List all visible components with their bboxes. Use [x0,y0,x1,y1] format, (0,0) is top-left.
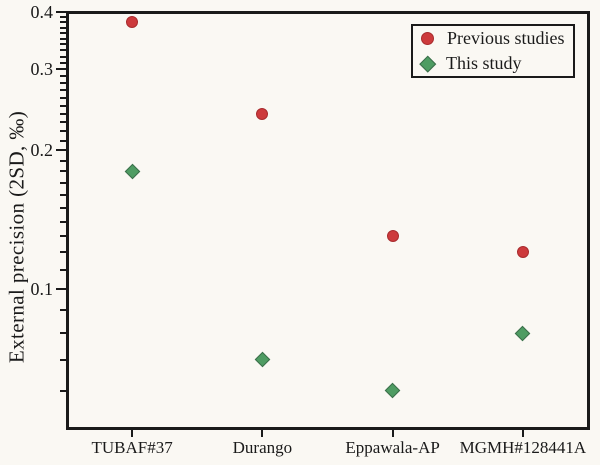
plot-frame [65,10,590,430]
legend-item-previous-studies: Previous studies [421,28,573,50]
y-minor-tick [59,89,66,92]
marker-circle-tubaf-37 [126,16,139,29]
y-minor-tick [59,61,66,64]
legend-label-previous-studies: Previous studies [447,28,565,48]
y-tick-label: 0.1 [30,278,54,299]
y-minor-tick [59,139,66,142]
y-minor-tick [59,55,66,58]
x-major-tick [521,429,524,437]
y-tick-label: 0.2 [30,140,54,161]
y-minor-tick [59,170,66,173]
y-major-tick [55,287,66,290]
x-tick-label: TUBAF#37 [91,438,173,457]
y-minor-tick [59,181,66,184]
x-major-tick [131,429,134,437]
y-minor-tick [59,49,66,52]
circle-marker-icon [421,32,434,45]
y-minor-tick [59,308,66,311]
y-minor-tick [59,358,66,361]
y-minor-tick [59,268,66,271]
y-major-tick [55,68,66,71]
y-tick-label: 0.3 [30,59,54,80]
y-tick-label: 0.4 [30,2,54,22]
y-minor-tick [59,104,66,107]
legend: Previous studies This study [411,24,575,78]
y-minor-tick [59,75,66,78]
y-minor-tick [59,235,66,238]
marker-circle-eppawala-ap [386,230,399,243]
y-minor-tick [59,193,66,196]
x-tick-label: Durango [232,438,293,457]
y-minor-tick [59,26,66,29]
y-minor-tick [59,251,66,254]
x-major-tick [391,429,394,437]
y-minor-tick [59,21,66,24]
y-major-tick [55,149,66,152]
x-major-tick [261,429,264,437]
y-minor-tick [59,112,66,115]
y-minor-tick [59,130,66,133]
x-tick-label: Eppawala-AP [345,438,440,457]
y-minor-tick [59,43,66,46]
y-minor-tick [59,16,66,19]
diamond-marker-icon [419,55,436,72]
x-tick-label: MGMH#128441A [459,438,587,457]
legend-item-this-study: This study [419,53,573,75]
y-minor-tick [59,82,66,85]
marker-circle-mgmh-128441a [516,246,529,259]
y-minor-tick [59,220,66,223]
y-minor-tick [59,96,66,99]
y-minor-tick [59,159,66,162]
y-minor-tick [59,206,66,209]
legend-label-this-study: This study [446,53,522,73]
y-minor-tick [59,389,66,392]
y-minor-tick [59,332,66,335]
y-minor-tick [59,32,66,35]
y-minor-tick [59,37,66,40]
y-minor-tick [59,121,66,124]
marker-circle-durango [256,107,269,120]
y-major-tick [55,11,66,13]
